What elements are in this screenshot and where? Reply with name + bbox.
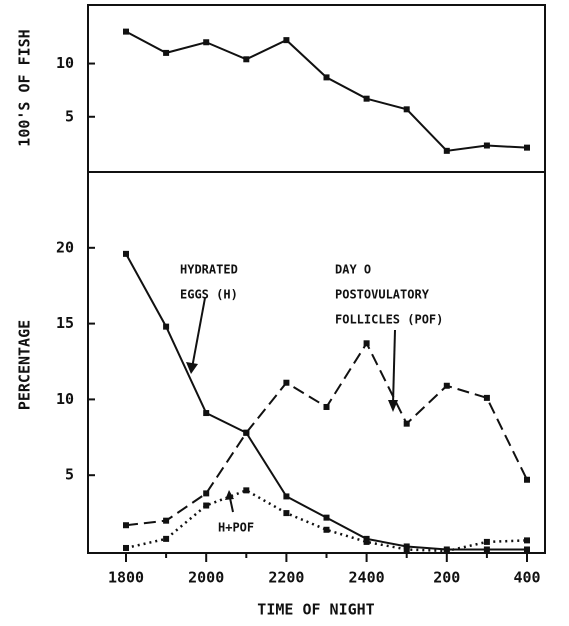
- annotation: POSTOVULATORY: [335, 288, 430, 302]
- point: [483, 394, 490, 401]
- arrow: [191, 297, 206, 369]
- annotation: FOLLICLES (POF): [335, 313, 443, 327]
- point: [163, 323, 170, 330]
- annotation: EGGS (H): [180, 288, 238, 302]
- y-tick-label: 5: [65, 466, 74, 484]
- point: [123, 28, 129, 35]
- point: [363, 538, 370, 545]
- x-tick-label: 200: [433, 569, 460, 587]
- arrow-head: [186, 362, 198, 374]
- point: [363, 95, 370, 102]
- x-tick-label: 400: [513, 569, 540, 587]
- y-tick-label: 5: [65, 107, 74, 125]
- y-tick-label: 10: [56, 54, 74, 72]
- annotation: DAY O: [335, 263, 371, 277]
- point: [203, 502, 210, 509]
- point: [243, 487, 250, 494]
- x-tick-label: 2400: [349, 569, 385, 587]
- y-tick-label: 15: [56, 314, 74, 332]
- point: [524, 476, 530, 483]
- point: [163, 535, 170, 542]
- frame: [87, 4, 546, 554]
- point: [443, 548, 450, 554]
- point: [403, 420, 410, 427]
- point: [283, 493, 290, 500]
- point: [443, 382, 450, 389]
- point: [323, 526, 330, 533]
- point: [524, 144, 530, 151]
- point: [403, 546, 410, 553]
- point: [203, 490, 210, 497]
- point: [363, 340, 370, 347]
- point: [283, 37, 290, 44]
- point: [323, 514, 330, 521]
- point: [123, 522, 129, 529]
- point: [283, 379, 290, 386]
- point: [323, 403, 330, 410]
- x-axis-label: TIME OF NIGHT: [257, 601, 374, 619]
- point: [163, 49, 170, 56]
- point: [483, 538, 490, 545]
- annotation: H+POF: [218, 521, 254, 535]
- y-axis-label: PERCENTAGE: [16, 320, 34, 410]
- point: [123, 250, 129, 257]
- point: [163, 517, 170, 524]
- arrow: [392, 329, 396, 405]
- y-tick-label: 20: [56, 238, 74, 256]
- point: [243, 56, 250, 63]
- x-tick-label: 1800: [108, 569, 144, 587]
- point: [283, 510, 290, 517]
- series-line: [125, 488, 528, 553]
- point: [323, 74, 330, 81]
- point: [363, 535, 370, 542]
- y-tick-label: 10: [56, 390, 74, 408]
- y-axis-label: 100'S OF FISH: [16, 29, 34, 146]
- arrow: [229, 497, 234, 513]
- point: [403, 106, 410, 113]
- point: [123, 544, 129, 551]
- annotation: HYDRATED: [180, 263, 238, 277]
- point: [203, 39, 210, 46]
- point: [483, 142, 490, 149]
- arrow-head: [388, 400, 398, 412]
- point: [443, 147, 450, 154]
- x-tick-label: 2200: [268, 569, 304, 587]
- series-line: [125, 30, 528, 152]
- point: [403, 543, 410, 550]
- point: [243, 429, 250, 436]
- point: [203, 410, 210, 417]
- point: [524, 546, 530, 553]
- point: [483, 546, 490, 553]
- point: [524, 537, 530, 544]
- x-tick-label: 2000: [188, 569, 224, 587]
